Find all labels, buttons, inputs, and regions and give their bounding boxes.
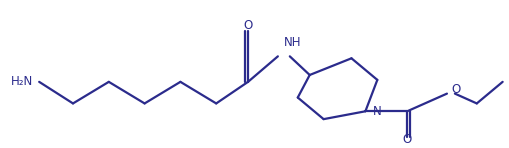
Text: NH: NH [284, 36, 301, 49]
Text: O: O [402, 133, 411, 146]
Text: H₂N: H₂N [11, 75, 34, 88]
Text: N: N [373, 105, 381, 118]
Text: O: O [450, 83, 459, 96]
Text: O: O [243, 19, 252, 32]
